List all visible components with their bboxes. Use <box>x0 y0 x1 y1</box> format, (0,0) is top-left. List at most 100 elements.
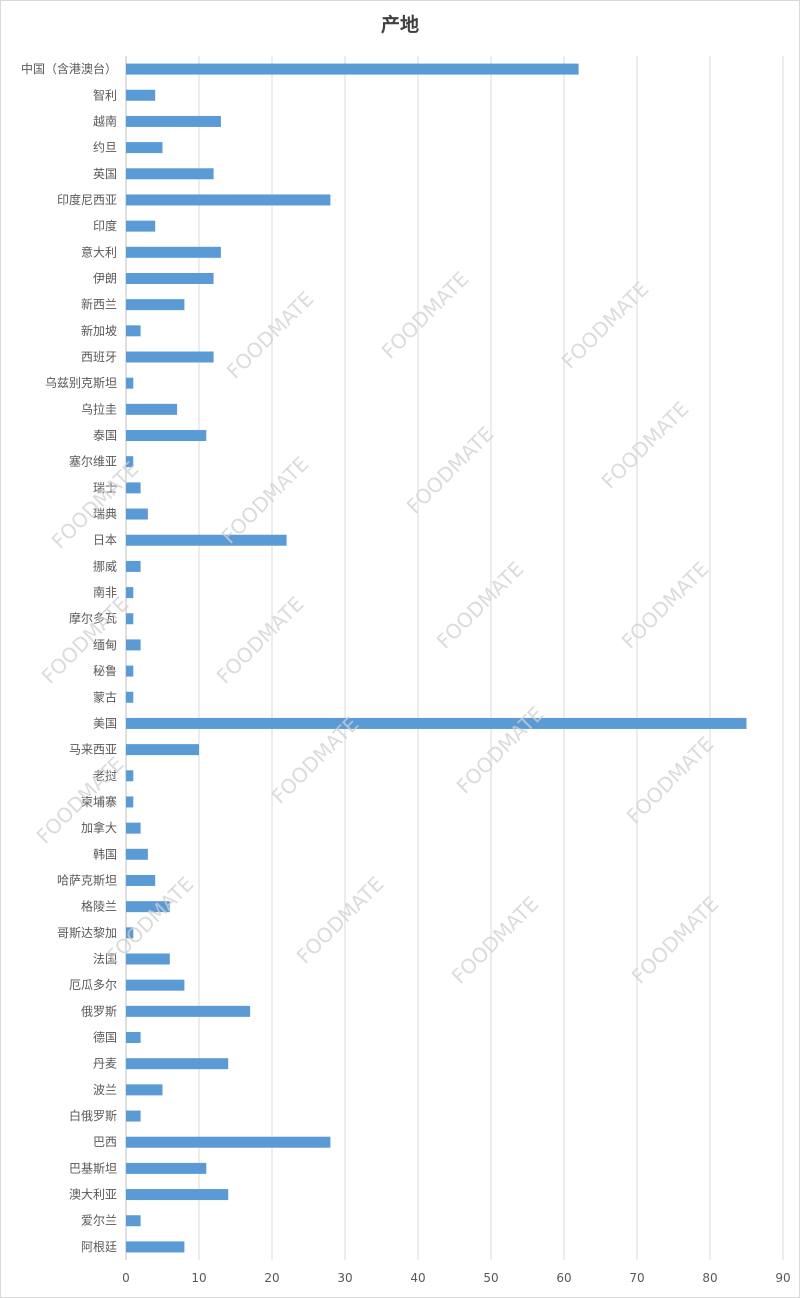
x-tick-label: 0 <box>122 1271 130 1285</box>
bar <box>126 770 134 782</box>
bar <box>126 1215 141 1227</box>
x-tick-label: 30 <box>337 1271 352 1285</box>
watermark-text: FOODMATE <box>597 397 694 494</box>
bar <box>126 874 156 886</box>
category-label: 南非 <box>93 585 117 600</box>
bar <box>126 796 134 808</box>
category-label: 德国 <box>93 1030 117 1045</box>
category-label: 新加坡 <box>81 323 117 338</box>
category-label: 白俄罗斯 <box>69 1108 117 1123</box>
category-label: 乌拉圭 <box>81 401 117 416</box>
watermark-text: FOODMATE <box>557 277 654 374</box>
bars <box>126 63 747 1253</box>
watermark-text: FOODMATE <box>447 892 544 989</box>
watermark-text: FOODMATE <box>627 892 724 989</box>
category-label: 秘鲁 <box>93 664 117 678</box>
bar <box>126 744 199 756</box>
category-label: 泰国 <box>93 429 117 443</box>
bar <box>126 1162 207 1174</box>
bar <box>126 822 141 834</box>
category-label: 越南 <box>93 113 117 128</box>
watermark-text: FOODMATE <box>622 732 719 829</box>
category-label: 挪威 <box>93 559 117 573</box>
watermark-text: FOODMATE <box>617 557 714 654</box>
gridlines <box>125 56 784 1260</box>
category-label: 丹麦 <box>93 1057 117 1071</box>
bar <box>126 587 134 599</box>
category-labels: 中国（含港澳台） 智利越南约旦英国印度尼西亚印度意大利伊朗新西兰新加坡西班牙乌兹别… <box>21 61 117 1254</box>
category-label: 美国 <box>93 716 117 730</box>
category-label: 智利 <box>93 87 117 102</box>
bar <box>126 979 185 991</box>
watermark-text: FOODMATE <box>452 702 549 799</box>
bar <box>126 927 134 939</box>
category-label: 新西兰 <box>81 297 117 312</box>
category-label: 柬埔寨 <box>81 794 117 809</box>
bar <box>126 115 221 127</box>
bar <box>126 717 747 729</box>
category-label: 摩尔多瓦 <box>69 611 117 626</box>
bar <box>126 1084 163 1096</box>
watermark-text: FOODMATE <box>212 592 309 689</box>
category-label: 瑞典 <box>93 507 117 521</box>
bar <box>126 1241 185 1253</box>
category-label: 韩国 <box>93 846 117 861</box>
category-label: 法国 <box>93 952 117 966</box>
bar <box>126 665 134 677</box>
category-label: 印度 <box>93 218 117 233</box>
category-label: 俄罗斯 <box>81 1004 117 1018</box>
bar <box>126 1058 229 1070</box>
category-label: 格陵兰 <box>81 899 117 914</box>
bar <box>126 325 141 337</box>
category-label: 印度尼西亚 <box>57 192 117 207</box>
watermark-text: FOODMATE <box>37 592 134 689</box>
category-label: 瑞士 <box>93 481 117 495</box>
category-label: 蒙古 <box>93 689 117 704</box>
category-label: 意大利 <box>81 244 117 259</box>
x-tick-label: 80 <box>702 1271 717 1285</box>
watermark-text: FOODMATE <box>222 287 319 384</box>
bar <box>126 1032 141 1044</box>
bar <box>126 482 141 494</box>
bar <box>126 534 287 546</box>
category-label: 老挝 <box>93 769 117 783</box>
watermark-text: FOODMATE <box>217 452 314 549</box>
watermark-text: FOODMATE <box>292 872 389 969</box>
bar <box>126 63 579 75</box>
x-tick-labels: 0 10 20 30 40 50 60 70 80 90 <box>122 1271 790 1285</box>
watermark-text: FOODMATE <box>402 422 499 519</box>
bar <box>126 351 214 363</box>
category-label: 巴西 <box>93 1135 117 1149</box>
bar <box>126 456 134 468</box>
category-label: 爱尔兰 <box>81 1213 117 1228</box>
category-label: 中国（含港澳台） <box>21 61 117 76</box>
x-tick-label: 70 <box>629 1271 644 1285</box>
bar <box>126 194 331 206</box>
bar <box>126 1110 141 1122</box>
bar <box>126 220 156 232</box>
x-tick-label: 40 <box>410 1271 425 1285</box>
bar <box>126 272 214 284</box>
x-tick-label: 50 <box>483 1271 498 1285</box>
x-tick-label: 10 <box>191 1271 206 1285</box>
category-label: 西班牙 <box>81 350 117 364</box>
bar <box>126 1189 229 1201</box>
category-label: 波兰 <box>93 1083 117 1097</box>
bar <box>126 613 134 625</box>
watermark-text: FOODMATE <box>432 557 529 654</box>
x-tick-label: 60 <box>556 1271 571 1285</box>
bar <box>126 377 134 389</box>
category-label: 乌兹别克斯坦 <box>45 375 117 390</box>
bar <box>126 901 170 913</box>
bar <box>126 403 178 415</box>
category-label: 巴基斯坦 <box>69 1161 117 1175</box>
bar <box>126 560 141 572</box>
bar <box>126 142 163 154</box>
category-label: 澳大利亚 <box>69 1188 117 1202</box>
bar <box>126 299 185 311</box>
bar <box>126 89 156 101</box>
bar <box>126 168 214 180</box>
category-label: 日本 <box>93 533 117 547</box>
category-label: 缅甸 <box>93 638 117 652</box>
